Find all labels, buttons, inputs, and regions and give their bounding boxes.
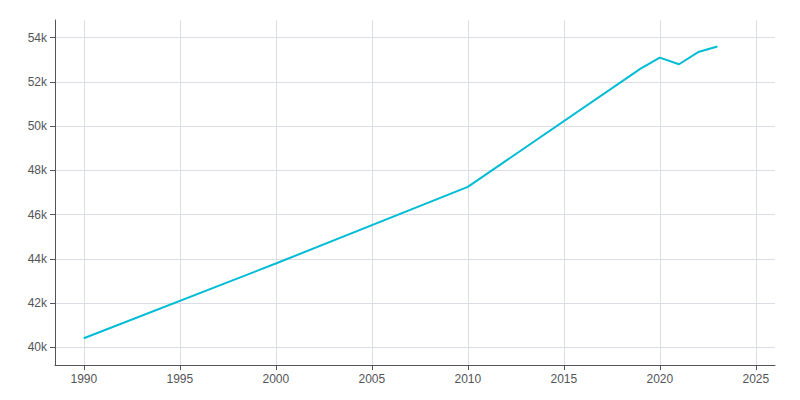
svg-text:44k: 44k	[28, 252, 48, 266]
svg-text:42k: 42k	[28, 296, 48, 310]
svg-text:52k: 52k	[28, 75, 48, 89]
svg-text:46k: 46k	[28, 208, 48, 222]
svg-text:2020: 2020	[646, 372, 673, 386]
svg-text:2005: 2005	[358, 372, 385, 386]
svg-text:1990: 1990	[70, 372, 97, 386]
svg-text:2000: 2000	[262, 372, 289, 386]
svg-text:54k: 54k	[28, 31, 48, 45]
svg-text:40k: 40k	[28, 340, 48, 354]
svg-text:2025: 2025	[742, 372, 769, 386]
svg-text:48k: 48k	[28, 163, 48, 177]
svg-text:2015: 2015	[550, 372, 577, 386]
svg-text:2010: 2010	[454, 372, 481, 386]
svg-text:50k: 50k	[28, 119, 48, 133]
svg-text:1995: 1995	[166, 372, 193, 386]
